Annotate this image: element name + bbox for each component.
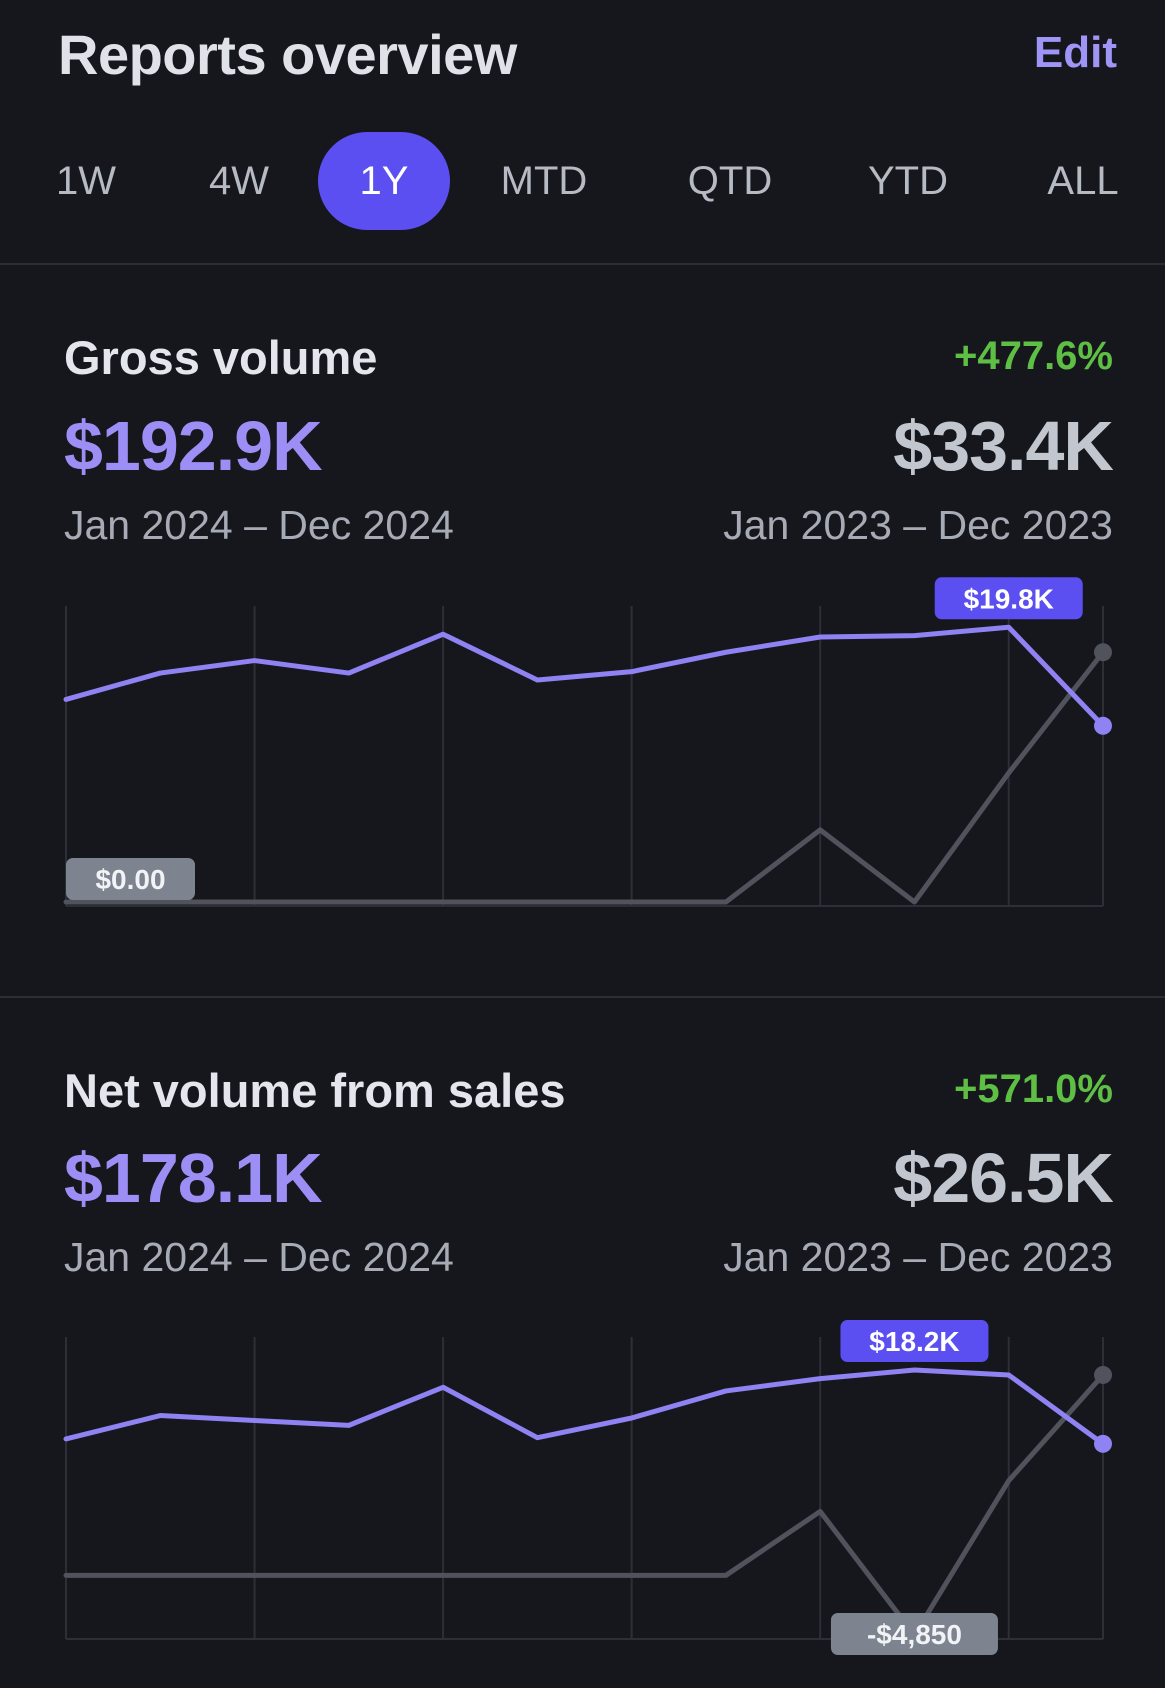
card-title: Gross volume — [64, 331, 378, 384]
callout-badge — [840, 1320, 989, 1363]
previous-period: Jan 2023 – Dec 2023 — [723, 1234, 1113, 1280]
callout-label: $0.00 — [95, 864, 165, 895]
current-period: Jan 2024 – Dec 2024 — [64, 1234, 454, 1280]
card-title: Net volume from sales — [64, 1064, 566, 1117]
current-value: $178.1K — [64, 1139, 323, 1217]
current-value: $192.9K — [64, 407, 323, 485]
callout-label: $19.8K — [964, 583, 1054, 614]
page-title: Reports overview — [58, 23, 517, 86]
tab-mtd[interactable]: MTD — [500, 159, 588, 203]
previous-period: Jan 2023 – Dec 2023 — [723, 502, 1113, 548]
card-divider — [0, 996, 1165, 998]
current-series-line — [63, 624, 1106, 729]
current-series-endpoint — [1094, 716, 1112, 735]
gross-volume-chart[interactable]: $19.8K $0.00 — [0, 560, 1165, 920]
change-percent: +571.0% — [953, 1067, 1113, 1111]
edit-button[interactable]: Edit — [1033, 28, 1117, 77]
tab-1w[interactable]: 1W — [56, 159, 116, 203]
tab-1y[interactable]: 1Y — [318, 132, 450, 230]
callout-label: $18.2K — [869, 1326, 959, 1357]
tab-all[interactable]: ALL — [1047, 159, 1119, 203]
tab-ytd[interactable]: YTD — [868, 159, 948, 203]
current-series-endpoint — [1094, 1434, 1112, 1453]
previous-series-line — [63, 1372, 1106, 1638]
header: Reports overview Edit 1W 4W 1Y MTD QTD Y… — [0, 0, 1165, 265]
callout-label: -$4,850 — [867, 1619, 962, 1650]
previous-series-line — [63, 649, 1106, 905]
tab-qtd[interactable]: QTD — [687, 159, 773, 203]
callout-badge — [830, 1613, 998, 1655]
tab-4w[interactable]: 4W — [209, 159, 269, 203]
net-volume-chart[interactable]: $18.2K -$4,850 — [0, 1295, 1165, 1665]
previous-value: $33.4K — [893, 407, 1114, 485]
previous-series-endpoint — [1094, 1365, 1112, 1384]
current-period: Jan 2024 – Dec 2024 — [64, 502, 454, 548]
callout-badge — [66, 858, 195, 900]
change-percent: +477.6% — [953, 334, 1113, 378]
callout-badge — [934, 577, 1083, 620]
previous-value: $26.5K — [893, 1139, 1114, 1217]
previous-series-endpoint — [1094, 643, 1112, 662]
current-series-line — [63, 1367, 1106, 1447]
